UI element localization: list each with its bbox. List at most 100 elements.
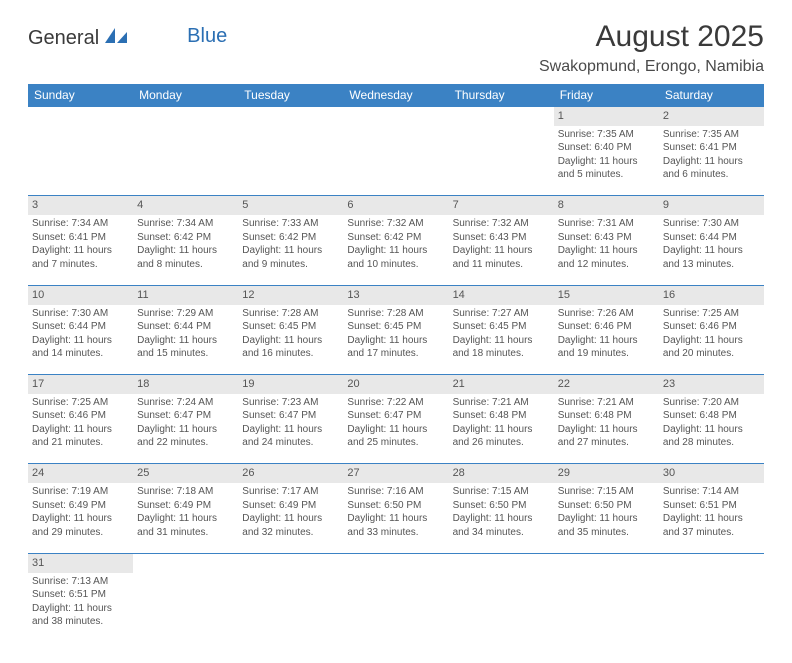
sunrise-line: Sunrise: 7:27 AM bbox=[453, 307, 550, 321]
sunrise-line: Sunrise: 7:17 AM bbox=[242, 485, 339, 499]
sunrise-line: Sunrise: 7:28 AM bbox=[347, 307, 444, 321]
sunrise-line: Sunrise: 7:33 AM bbox=[242, 217, 339, 231]
day-number-cell bbox=[449, 553, 554, 572]
day-cell bbox=[449, 573, 554, 643]
daylight-line: Daylight: 11 hours and 29 minutes. bbox=[32, 512, 129, 539]
daylight-line: Daylight: 11 hours and 35 minutes. bbox=[558, 512, 655, 539]
sunset-line: Sunset: 6:50 PM bbox=[347, 499, 444, 513]
daylight-line: Daylight: 11 hours and 7 minutes. bbox=[32, 244, 129, 271]
sunrise-line: Sunrise: 7:32 AM bbox=[347, 217, 444, 231]
sunrise-line: Sunrise: 7:29 AM bbox=[137, 307, 234, 321]
sunset-line: Sunset: 6:51 PM bbox=[32, 588, 129, 602]
day-number-cell bbox=[238, 107, 343, 126]
day-number-cell: 1 bbox=[554, 107, 659, 126]
daylight-line: Daylight: 11 hours and 15 minutes. bbox=[137, 334, 234, 361]
sunrise-line: Sunrise: 7:35 AM bbox=[558, 128, 655, 142]
daylight-line: Daylight: 11 hours and 9 minutes. bbox=[242, 244, 339, 271]
daylight-line: Daylight: 11 hours and 18 minutes. bbox=[453, 334, 550, 361]
daylight-line: Daylight: 11 hours and 16 minutes. bbox=[242, 334, 339, 361]
day-number-cell: 17 bbox=[28, 375, 133, 394]
daylight-line: Daylight: 11 hours and 26 minutes. bbox=[453, 423, 550, 450]
sunset-line: Sunset: 6:40 PM bbox=[558, 141, 655, 155]
day-number-cell: 21 bbox=[449, 375, 554, 394]
page-title: August 2025 bbox=[539, 20, 764, 54]
day-number-cell: 26 bbox=[238, 464, 343, 483]
day-cell: Sunrise: 7:28 AMSunset: 6:45 PMDaylight:… bbox=[238, 305, 343, 375]
title-block: August 2025 Swakopmund, Erongo, Namibia bbox=[539, 20, 764, 76]
daylight-line: Daylight: 11 hours and 25 minutes. bbox=[347, 423, 444, 450]
day-number-cell: 16 bbox=[659, 285, 764, 304]
logo: General Blue bbox=[28, 26, 227, 51]
daylight-line: Daylight: 11 hours and 34 minutes. bbox=[453, 512, 550, 539]
day-cell bbox=[554, 573, 659, 643]
day-cell: Sunrise: 7:26 AMSunset: 6:46 PMDaylight:… bbox=[554, 305, 659, 375]
day-cell bbox=[449, 126, 554, 196]
sunset-line: Sunset: 6:47 PM bbox=[347, 409, 444, 423]
day-cell: Sunrise: 7:14 AMSunset: 6:51 PMDaylight:… bbox=[659, 483, 764, 553]
day-content-row: Sunrise: 7:30 AMSunset: 6:44 PMDaylight:… bbox=[28, 305, 764, 375]
day-header: Monday bbox=[133, 84, 238, 107]
sunset-line: Sunset: 6:49 PM bbox=[137, 499, 234, 513]
sunrise-line: Sunrise: 7:18 AM bbox=[137, 485, 234, 499]
sunset-line: Sunset: 6:50 PM bbox=[453, 499, 550, 513]
day-content-row: Sunrise: 7:19 AMSunset: 6:49 PMDaylight:… bbox=[28, 483, 764, 553]
day-number-cell bbox=[133, 553, 238, 572]
day-number-row: 12 bbox=[28, 107, 764, 126]
sunrise-line: Sunrise: 7:32 AM bbox=[453, 217, 550, 231]
sunset-line: Sunset: 6:43 PM bbox=[453, 231, 550, 245]
daylight-line: Daylight: 11 hours and 27 minutes. bbox=[558, 423, 655, 450]
day-cell: Sunrise: 7:18 AMSunset: 6:49 PMDaylight:… bbox=[133, 483, 238, 553]
day-number-cell: 4 bbox=[133, 196, 238, 215]
day-number-cell: 19 bbox=[238, 375, 343, 394]
day-cell: Sunrise: 7:16 AMSunset: 6:50 PMDaylight:… bbox=[343, 483, 448, 553]
sunset-line: Sunset: 6:47 PM bbox=[242, 409, 339, 423]
sunset-line: Sunset: 6:44 PM bbox=[32, 320, 129, 334]
day-number-cell bbox=[659, 553, 764, 572]
daylight-line: Daylight: 11 hours and 13 minutes. bbox=[663, 244, 760, 271]
day-number-cell: 13 bbox=[343, 285, 448, 304]
sail-icon bbox=[103, 26, 129, 51]
sunrise-line: Sunrise: 7:13 AM bbox=[32, 575, 129, 589]
daylight-line: Daylight: 11 hours and 5 minutes. bbox=[558, 155, 655, 182]
day-cell bbox=[28, 126, 133, 196]
day-cell: Sunrise: 7:30 AMSunset: 6:44 PMDaylight:… bbox=[28, 305, 133, 375]
sunrise-line: Sunrise: 7:22 AM bbox=[347, 396, 444, 410]
day-number-cell bbox=[133, 107, 238, 126]
sunrise-line: Sunrise: 7:16 AM bbox=[347, 485, 444, 499]
day-number-cell: 30 bbox=[659, 464, 764, 483]
sunset-line: Sunset: 6:46 PM bbox=[558, 320, 655, 334]
daylight-line: Daylight: 11 hours and 37 minutes. bbox=[663, 512, 760, 539]
day-cell: Sunrise: 7:17 AMSunset: 6:49 PMDaylight:… bbox=[238, 483, 343, 553]
day-content-row: Sunrise: 7:34 AMSunset: 6:41 PMDaylight:… bbox=[28, 215, 764, 285]
day-number-cell: 2 bbox=[659, 107, 764, 126]
day-cell: Sunrise: 7:32 AMSunset: 6:43 PMDaylight:… bbox=[449, 215, 554, 285]
calendar-body: 12 Sunrise: 7:35 AMSunset: 6:40 PMDaylig… bbox=[28, 107, 764, 643]
daylight-line: Daylight: 11 hours and 8 minutes. bbox=[137, 244, 234, 271]
location-subtitle: Swakopmund, Erongo, Namibia bbox=[539, 58, 764, 76]
sunset-line: Sunset: 6:48 PM bbox=[558, 409, 655, 423]
day-cell: Sunrise: 7:32 AMSunset: 6:42 PMDaylight:… bbox=[343, 215, 448, 285]
daylight-line: Daylight: 11 hours and 21 minutes. bbox=[32, 423, 129, 450]
sunrise-line: Sunrise: 7:23 AM bbox=[242, 396, 339, 410]
day-cell: Sunrise: 7:15 AMSunset: 6:50 PMDaylight:… bbox=[554, 483, 659, 553]
daylight-line: Daylight: 11 hours and 24 minutes. bbox=[242, 423, 339, 450]
sunrise-line: Sunrise: 7:15 AM bbox=[558, 485, 655, 499]
day-number-cell bbox=[343, 553, 448, 572]
sunrise-line: Sunrise: 7:31 AM bbox=[558, 217, 655, 231]
day-cell bbox=[133, 126, 238, 196]
day-header-row: Sunday Monday Tuesday Wednesday Thursday… bbox=[28, 84, 764, 107]
day-number-cell: 29 bbox=[554, 464, 659, 483]
daylight-line: Daylight: 11 hours and 12 minutes. bbox=[558, 244, 655, 271]
daylight-line: Daylight: 11 hours and 28 minutes. bbox=[663, 423, 760, 450]
sunset-line: Sunset: 6:49 PM bbox=[242, 499, 339, 513]
sunset-line: Sunset: 6:42 PM bbox=[347, 231, 444, 245]
day-number-cell: 10 bbox=[28, 285, 133, 304]
day-number-cell: 5 bbox=[238, 196, 343, 215]
day-number-cell: 23 bbox=[659, 375, 764, 394]
day-number-cell: 20 bbox=[343, 375, 448, 394]
sunset-line: Sunset: 6:41 PM bbox=[32, 231, 129, 245]
day-header: Tuesday bbox=[238, 84, 343, 107]
day-cell bbox=[343, 573, 448, 643]
day-cell: Sunrise: 7:34 AMSunset: 6:41 PMDaylight:… bbox=[28, 215, 133, 285]
sunrise-line: Sunrise: 7:21 AM bbox=[453, 396, 550, 410]
